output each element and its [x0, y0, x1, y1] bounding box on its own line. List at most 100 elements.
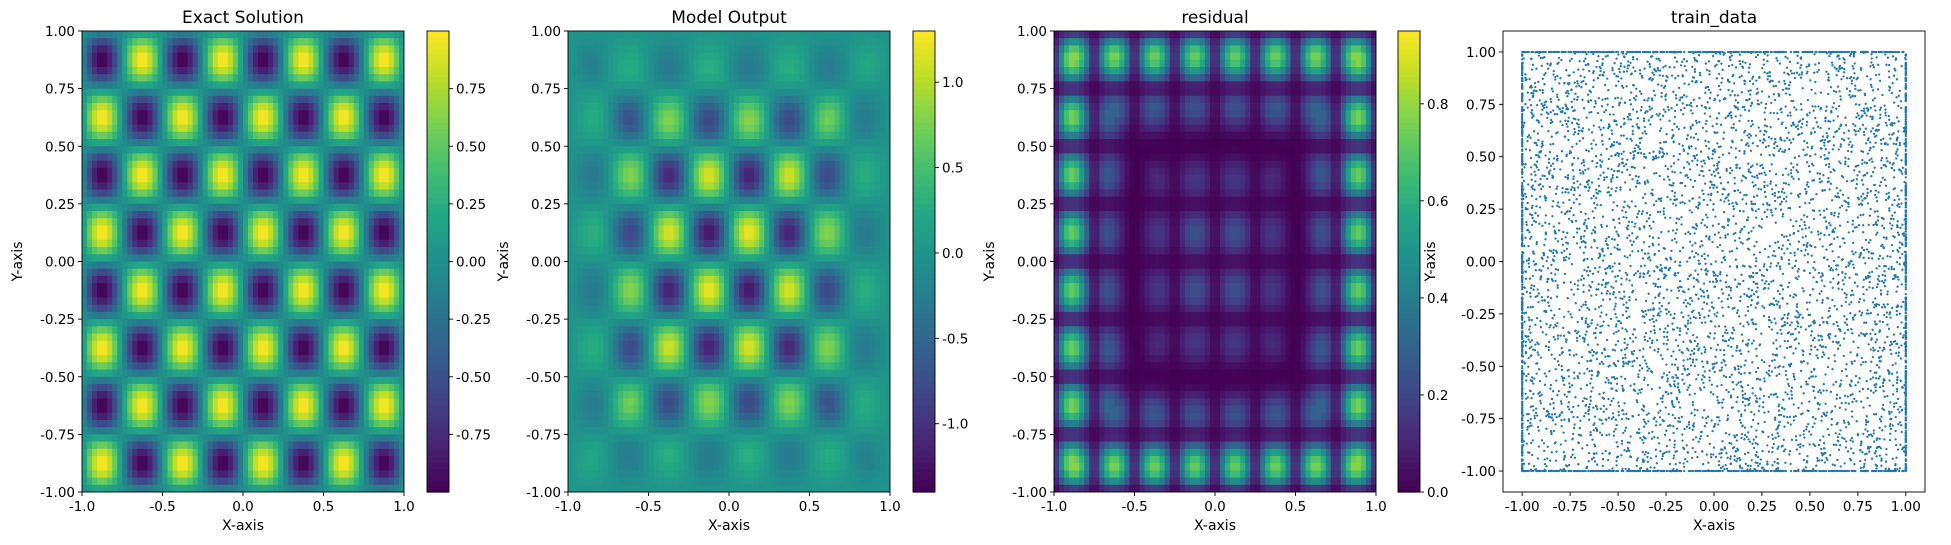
heatmap-cell — [363, 412, 370, 421]
heatmap-cell — [293, 391, 299, 399]
heatmap-cell — [794, 59, 801, 68]
heatmap-cell — [132, 74, 138, 83]
heatmap-cell — [222, 362, 229, 371]
heatmap-cell — [243, 355, 249, 363]
heatmap-cell — [122, 268, 128, 277]
heatmap-cell — [202, 67, 209, 75]
heatmap-cell — [874, 74, 881, 83]
heatmap-cell — [253, 146, 259, 155]
heatmap-cell — [723, 45, 730, 54]
heatmap-cell — [237, 311, 244, 320]
heatmap-cell — [192, 311, 199, 320]
heatmap-cell — [393, 225, 400, 234]
heatmap-cell — [593, 74, 599, 83]
heatmap-cell — [363, 110, 370, 119]
heatmap-cell — [137, 484, 143, 492]
heatmap-cell — [102, 347, 108, 356]
heatmap-cell — [182, 283, 189, 291]
heatmap-cell — [112, 124, 118, 133]
heatmap-cell — [147, 225, 154, 234]
heatmap-cell — [217, 254, 224, 263]
heatmap-cell — [318, 218, 325, 227]
heatmap-cell — [363, 103, 370, 111]
heatmap-cell — [804, 59, 811, 68]
heatmap-cell — [112, 283, 118, 291]
heatmap-cell — [338, 232, 345, 241]
heatmap-cell — [137, 347, 143, 356]
heatmap-cell — [333, 434, 340, 443]
heatmap-cell — [734, 95, 740, 104]
heatmap-cell — [603, 52, 609, 61]
heatmap-cell — [237, 268, 244, 277]
heatmap-cell — [633, 95, 640, 104]
heatmap-cell — [182, 347, 189, 356]
heatmap-cell — [112, 376, 118, 385]
heatmap-cell — [202, 297, 209, 306]
heatmap-cell — [137, 189, 143, 198]
heatmap-cell — [313, 139, 320, 147]
heatmap-cell — [253, 391, 259, 399]
heatmap-cell — [303, 261, 310, 270]
heatmap-cell — [243, 391, 249, 399]
heatmap-cell — [137, 103, 143, 111]
heatmap-cell — [227, 470, 234, 479]
heatmap-cell — [293, 88, 299, 97]
heatmap-cell — [248, 38, 254, 46]
heatmap-cell — [744, 59, 750, 68]
heatmap-cell — [658, 52, 665, 61]
heatmap-cell — [829, 38, 836, 46]
heatmap-cell — [157, 333, 164, 342]
heatmap-cell — [122, 131, 128, 140]
heatmap-cell — [152, 254, 159, 263]
heatmap-cell — [137, 383, 143, 392]
heatmap-cell — [147, 175, 154, 183]
heatmap-cell — [328, 427, 335, 435]
heatmap-cell — [217, 182, 224, 191]
heatmap-cell — [258, 275, 264, 284]
heatmap-cell — [217, 441, 224, 450]
heatmap-cell — [879, 59, 886, 68]
heatmap-cell — [258, 95, 264, 104]
heatmap-cell — [318, 160, 325, 169]
heatmap-cell — [363, 124, 370, 133]
heatmap-cell — [288, 405, 294, 414]
heatmap-cell — [759, 38, 765, 46]
heatmap-cell — [313, 95, 320, 104]
heatmap-cell — [192, 398, 199, 407]
heatmap-cell — [107, 239, 113, 248]
heatmap-cell — [127, 232, 133, 241]
heatmap-cell — [237, 283, 244, 291]
heatmap-cell — [117, 146, 123, 155]
heatmap-cell — [243, 38, 249, 46]
heatmap-cell — [313, 117, 320, 126]
heatmap-cell — [207, 203, 214, 212]
heatmap-cell — [643, 110, 650, 119]
heatmap-cell — [258, 455, 264, 464]
heatmap-cell — [628, 95, 635, 104]
heatmap-cell — [398, 297, 404, 306]
heatmap-cell — [333, 275, 340, 284]
heatmap-cell — [313, 247, 320, 255]
heatmap-cell — [137, 88, 143, 97]
heatmap-cell — [107, 470, 113, 479]
heatmap-cell — [323, 297, 330, 306]
heatmap-cell — [273, 484, 279, 492]
heatmap-cell — [744, 38, 750, 46]
heatmap-cell — [232, 427, 239, 435]
heatmap-cell — [769, 88, 775, 97]
heatmap-cell — [779, 38, 785, 46]
heatmap-cell — [834, 59, 841, 68]
heatmap-cell — [232, 45, 239, 54]
heatmap-cell — [683, 31, 690, 39]
heatmap-cell — [313, 232, 320, 241]
heatmap-cell — [769, 31, 775, 39]
heatmap-cell — [353, 232, 360, 241]
heatmap-cell — [177, 59, 184, 68]
heatmap-cell — [393, 124, 400, 133]
heatmap-cell — [243, 81, 249, 90]
heatmap-cell — [212, 347, 219, 356]
heatmap-cells — [82, 31, 404, 492]
heatmap-cell — [573, 38, 579, 46]
heatmap-cell — [358, 167, 365, 176]
heatmap-cell — [227, 412, 234, 421]
